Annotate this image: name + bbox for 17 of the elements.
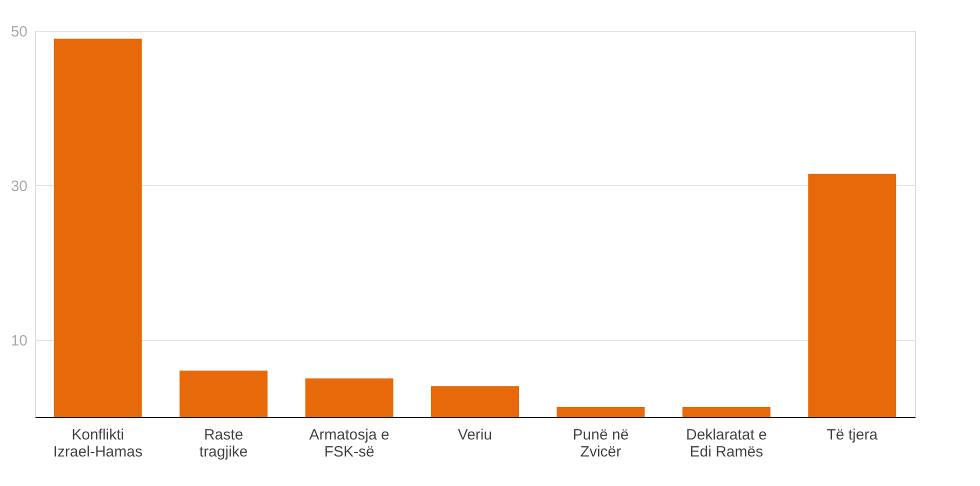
x-tick-label: Deklaratat e Edi Ramës <box>686 426 767 460</box>
bar <box>54 38 142 417</box>
bar <box>556 406 645 417</box>
x-tick-label: Konflikti Izrael-Hamas <box>53 426 142 460</box>
y-tick-label: 10 <box>10 332 28 350</box>
bar <box>431 386 519 417</box>
x-tick-label: Raste tragjike <box>199 426 248 460</box>
x-tick-label: Të tjera <box>826 426 878 444</box>
y-tick-label: 50 <box>10 24 28 40</box>
y-tick-label: 30 <box>10 178 28 195</box>
bar <box>180 370 268 417</box>
bar <box>682 406 770 417</box>
x-tick-label: Punë në Zvicër <box>572 426 629 460</box>
x-tick-label: Armatosja e FSK-së <box>309 426 390 460</box>
bar <box>305 378 394 417</box>
bar <box>808 174 896 417</box>
x-tick-label: Veriu <box>458 426 492 444</box>
